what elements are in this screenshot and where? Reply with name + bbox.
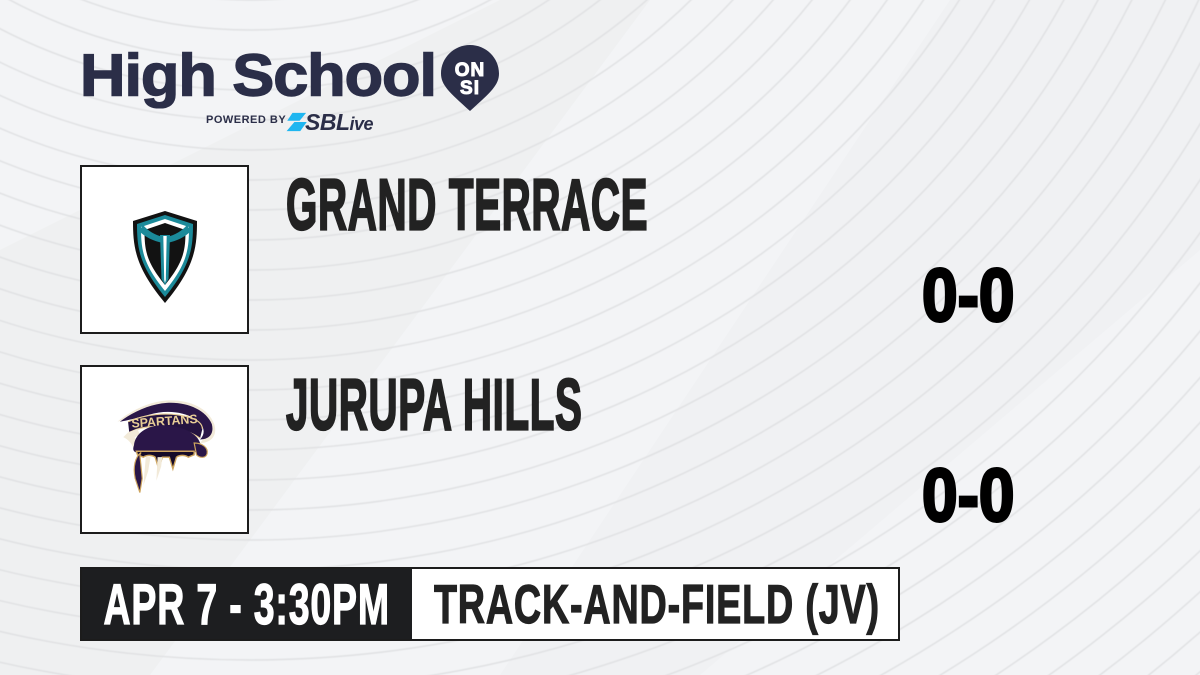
svg-text:SBLive: SBLive [305, 109, 374, 135]
svg-text:SI: SI [460, 78, 480, 99]
